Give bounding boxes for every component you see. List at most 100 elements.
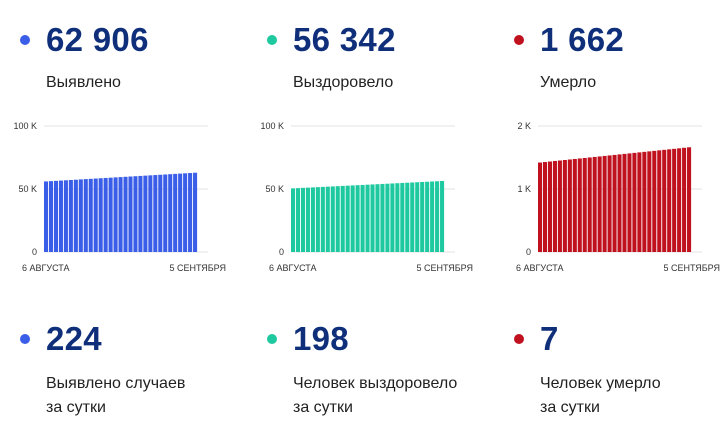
x-tick-label-start: 6 АВГУСТА bbox=[269, 263, 317, 273]
daily-value: 7 bbox=[540, 320, 559, 357]
bar bbox=[83, 179, 88, 252]
bar bbox=[622, 153, 627, 252]
daily-label-line-2: за сутки bbox=[540, 399, 600, 416]
daily-label-line-1: Человек выздоровело bbox=[293, 375, 458, 392]
bar bbox=[168, 174, 173, 252]
bar bbox=[365, 184, 370, 252]
bar bbox=[188, 173, 193, 252]
bar bbox=[627, 153, 632, 252]
daily-label: Выявлено случаев за сутки bbox=[46, 372, 185, 420]
legend-dot bbox=[267, 334, 277, 344]
y-tick-label: 0 bbox=[526, 247, 531, 257]
daily-row: 198 bbox=[267, 318, 349, 360]
bar bbox=[652, 150, 657, 252]
bar bbox=[582, 157, 587, 252]
bar bbox=[440, 181, 445, 252]
y-tick-label: 50 K bbox=[18, 184, 37, 194]
bar bbox=[435, 181, 440, 252]
bar bbox=[128, 176, 133, 252]
total-row: 1 662 bbox=[514, 18, 624, 62]
bar bbox=[380, 183, 385, 252]
bar bbox=[73, 179, 78, 252]
bar bbox=[385, 183, 390, 252]
bar bbox=[163, 174, 168, 252]
daily-label-line-2: за сутки bbox=[46, 399, 106, 416]
bar bbox=[178, 173, 183, 252]
bar bbox=[562, 159, 567, 252]
bar bbox=[405, 182, 410, 252]
bar bbox=[355, 185, 360, 252]
bar bbox=[617, 154, 622, 252]
legend-dot bbox=[20, 35, 30, 45]
bar bbox=[587, 157, 592, 252]
total-label: Выявлено bbox=[46, 74, 121, 91]
bar bbox=[300, 187, 306, 252]
bar bbox=[113, 177, 118, 252]
legend-dot bbox=[514, 334, 524, 344]
bar bbox=[58, 180, 63, 252]
bar bbox=[158, 174, 163, 252]
bar bbox=[687, 147, 692, 252]
bar bbox=[173, 173, 178, 252]
bar bbox=[345, 185, 350, 252]
bar bbox=[315, 187, 320, 252]
bar bbox=[647, 151, 652, 252]
bar bbox=[395, 183, 400, 252]
bar bbox=[63, 180, 68, 252]
bar bbox=[360, 184, 365, 252]
bar bbox=[430, 181, 435, 252]
bar bbox=[305, 187, 310, 252]
bar bbox=[662, 149, 667, 252]
y-tick-label: 50 K bbox=[265, 184, 284, 194]
chart-died: 0 1 K 2 K 6 АВГУСТА 5 СЕНТЯБРЯ bbox=[516, 121, 720, 273]
bar bbox=[375, 184, 380, 252]
bar bbox=[103, 177, 108, 252]
bar bbox=[153, 175, 158, 252]
bar bbox=[108, 177, 113, 252]
bar bbox=[607, 155, 612, 252]
bar bbox=[410, 182, 415, 252]
legend-dot bbox=[267, 35, 277, 45]
total-value: 62 906 bbox=[46, 21, 149, 58]
bar bbox=[330, 186, 335, 252]
bar bbox=[98, 178, 103, 252]
bar bbox=[350, 185, 355, 252]
bar bbox=[672, 148, 677, 252]
total-row: 62 906 bbox=[20, 18, 149, 62]
bar bbox=[420, 181, 425, 252]
daily-row: 7 bbox=[514, 318, 559, 360]
daily-label-line-1: Человек умерло bbox=[540, 375, 661, 392]
bar bbox=[320, 186, 325, 252]
y-tick-label: 100 K bbox=[13, 121, 37, 131]
legend-dot bbox=[514, 35, 524, 45]
bar bbox=[143, 175, 148, 252]
bar bbox=[68, 179, 73, 252]
daily-label: Человек умерло за сутки bbox=[540, 372, 661, 420]
bar bbox=[602, 155, 607, 252]
bar bbox=[48, 181, 54, 252]
total-value: 56 342 bbox=[293, 21, 396, 58]
bar bbox=[78, 179, 83, 252]
bar bbox=[415, 182, 420, 252]
bar bbox=[657, 150, 662, 252]
bar bbox=[370, 184, 375, 252]
bar bbox=[538, 162, 543, 252]
bar bbox=[193, 172, 198, 252]
y-tick-label: 0 bbox=[279, 247, 284, 257]
bar bbox=[425, 181, 430, 252]
total-label: Выздоровело bbox=[293, 74, 394, 91]
bar bbox=[44, 181, 49, 252]
bar bbox=[138, 175, 143, 252]
y-tick-label: 0 bbox=[32, 247, 37, 257]
bar bbox=[577, 158, 582, 252]
x-tick-label-start: 6 АВГУСТА bbox=[22, 263, 70, 273]
bar bbox=[340, 185, 345, 252]
bar bbox=[637, 152, 642, 252]
x-tick-label-end: 5 СЕНТЯБРЯ bbox=[169, 263, 226, 273]
x-tick-label-start: 6 АВГУСТА bbox=[516, 263, 564, 273]
bar bbox=[183, 173, 188, 252]
bar bbox=[148, 175, 153, 252]
bar bbox=[325, 186, 330, 252]
bar bbox=[682, 147, 687, 252]
